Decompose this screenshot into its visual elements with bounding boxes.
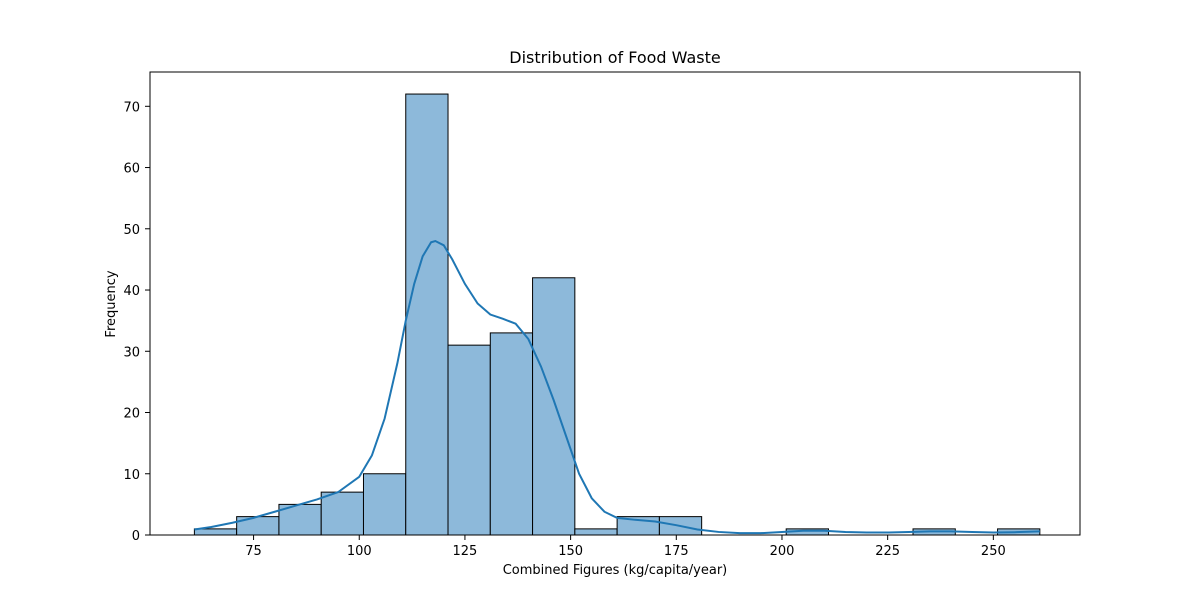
y-axis-label: Frequency <box>104 270 119 337</box>
histogram-bar <box>489 332 534 536</box>
y-tick-label: 0 <box>132 529 140 544</box>
y-tick-label: 70 <box>123 100 140 115</box>
y-tick-label: 50 <box>123 223 140 238</box>
y-tick-label: 10 <box>123 468 140 483</box>
y-axis-ticks: 0 10 20 30 40 50 60 70 <box>123 100 150 544</box>
chart-title: Distribution of Food Waste <box>509 48 720 67</box>
x-tick-label: 100 <box>347 544 372 559</box>
x-tick-label: 75 <box>245 544 262 559</box>
histogram-bars <box>193 93 1041 536</box>
y-tick-label: 20 <box>123 407 140 422</box>
x-axis-ticks: 75 100 125 150 175 200 225 250 <box>245 535 1006 559</box>
histogram-bar <box>532 277 576 536</box>
histogram-bar <box>362 473 407 536</box>
kde-line <box>194 239 1040 535</box>
histogram-bar <box>447 344 491 536</box>
x-tick-label: 125 <box>453 544 478 559</box>
histogram-bar <box>320 491 364 536</box>
y-tick-label: 30 <box>123 345 140 360</box>
x-tick-label: 175 <box>664 544 689 559</box>
histogram-bar <box>405 93 449 536</box>
x-axis-label: Combined Figures (kg/capita/year) <box>503 563 728 578</box>
histogram-bar <box>574 528 618 536</box>
x-tick-label: 250 <box>981 544 1006 559</box>
histogram-bar <box>193 528 238 536</box>
x-tick-label: 150 <box>558 544 583 559</box>
x-tick-label: 225 <box>875 544 900 559</box>
plot-frame <box>149 71 1081 536</box>
y-tick-label: 60 <box>123 162 140 177</box>
x-tick-label: 200 <box>770 544 795 559</box>
y-tick-label: 40 <box>123 284 140 299</box>
